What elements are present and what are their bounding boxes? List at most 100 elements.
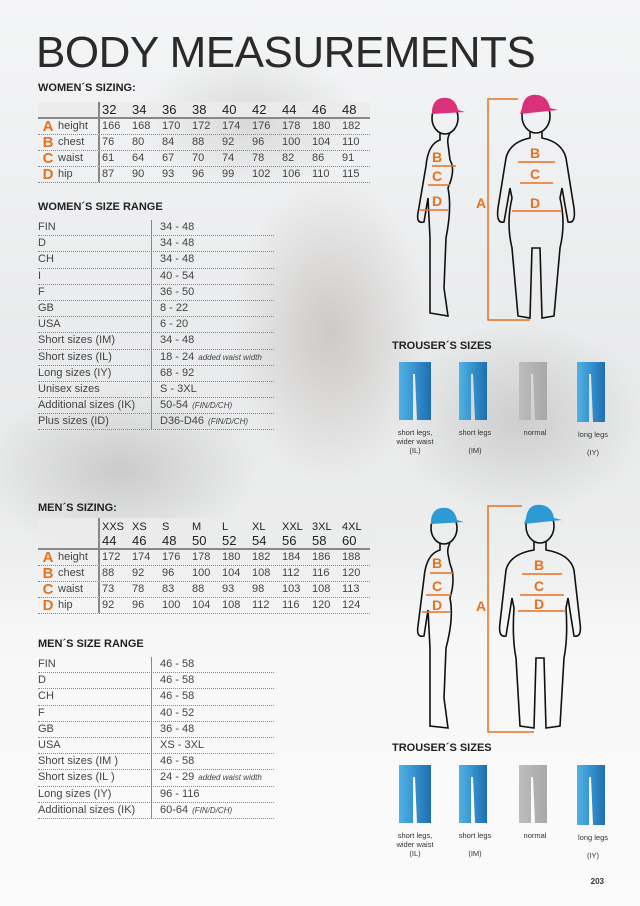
size-header: 40 [220, 102, 250, 117]
trousers-label: short legs (IM) [445, 831, 505, 858]
table-cell: 64 [132, 152, 145, 164]
trousers-shape [577, 362, 605, 422]
table-cell: 113 [342, 583, 360, 595]
range-value-cell: 46 - 58 [152, 754, 274, 769]
size-header: 3XL 58 [310, 518, 340, 548]
table-cell: 98 [252, 583, 265, 595]
size-number: 54 [252, 533, 267, 548]
size-number: 48 [342, 102, 357, 117]
range-value: XS - 3XL [160, 738, 205, 751]
range-value-cell: 40 - 54 [152, 269, 274, 284]
range-note: added waist width [198, 773, 262, 783]
trousers-code: (IY) [586, 448, 600, 457]
women-range-heading: WOMEN´S SIZE RANGE [38, 201, 163, 213]
range-row: Additional sizes (IK) 50-54 (FIN/D/CH) [38, 398, 274, 415]
range-key: Short sizes (IL ) [38, 770, 152, 786]
range-value: S - 3XL [160, 382, 197, 395]
range-row: USA XS - 3XL [38, 737, 274, 755]
table-cell: 120 [342, 567, 361, 579]
range-row: Short sizes (IM ) 46 - 58 [38, 754, 274, 771]
size-number: 34 [132, 102, 147, 117]
range-value: 34 - 48 [160, 334, 195, 347]
table-cell: 110 [342, 136, 360, 148]
range-value: 24 - 29 [160, 771, 195, 784]
table-cell: 168 [132, 120, 151, 132]
trousers-label: short legs, wider waist (IL) [385, 831, 445, 858]
size-header: S 48 [160, 518, 190, 548]
range-value: 40 - 52 [160, 706, 195, 719]
table-cell: 108 [312, 583, 331, 595]
size-header: 46 [310, 102, 340, 117]
women-front-label-d: D [530, 195, 540, 211]
measure-letter: A [42, 550, 54, 565]
women-side-label-d: D [432, 193, 442, 209]
trousers-name: normal [523, 831, 547, 840]
size-header: 42 [250, 102, 280, 117]
men-front-label-c: C [534, 578, 544, 594]
size-header: XXS 44 [100, 518, 130, 548]
range-value-cell: XS - 3XL [152, 738, 274, 753]
trousers-shape [459, 765, 487, 823]
trousers-1-icon [459, 362, 487, 420]
range-row: GB 8 - 22 [38, 300, 274, 318]
trousers-code: (IM) [468, 446, 482, 455]
table-cell: 90 [132, 168, 145, 180]
table-cell: 96 [162, 567, 175, 579]
range-value: 46 - 58 [160, 690, 195, 703]
men-trousers-heading: TROUSER´S SIZES [392, 742, 492, 754]
trousers-name: long legs [577, 430, 609, 439]
table-cell: 88 [192, 136, 205, 148]
header-blank [38, 102, 100, 117]
size-number: 50 [192, 533, 207, 548]
women-front-label-c: C [530, 166, 540, 182]
range-value: 96 - 116 [160, 787, 200, 800]
range-value: 46 - 58 [160, 658, 195, 670]
measure-letter: A [42, 119, 54, 134]
range-key: Short sizes (IL) [38, 349, 152, 365]
size-header: 34 [130, 102, 160, 117]
range-row: D 46 - 58 [38, 673, 274, 690]
table-cell: 180 [312, 120, 331, 132]
size-number: 32 [102, 102, 117, 117]
table-cell: 88 [192, 583, 205, 595]
men-range-heading: MEN´S SIZE RANGE [38, 638, 144, 650]
trousers-name: short legs, wider waist [396, 831, 434, 849]
range-key: Additional sizes (IK) [38, 802, 152, 818]
table-cell: 104 [222, 567, 241, 579]
range-value: 68 - 92 [160, 366, 195, 379]
table-cell: 172 [192, 120, 211, 132]
range-value: 34 - 48 [160, 237, 195, 250]
range-value-cell: 36 - 50 [152, 285, 274, 300]
range-key: Long sizes (IY) [38, 365, 152, 381]
measure-letter: C [42, 151, 54, 166]
range-row: Unisex sizes S - 3XL [38, 381, 274, 399]
table-cell: 182 [342, 120, 361, 132]
table-cell: 172 [102, 551, 121, 563]
range-value: 34 - 48 [160, 221, 195, 233]
women-side-label-c: C [432, 168, 442, 184]
table-cell: 108 [252, 567, 271, 579]
trousers-label: normal [505, 831, 565, 849]
men-side-cap-icon [431, 507, 464, 524]
size-number: 46 [132, 533, 147, 548]
table-cell: 78 [252, 152, 265, 164]
size-number: 60 [342, 533, 357, 548]
table-cell: 106 [282, 168, 301, 180]
table-cell: 184 [282, 551, 301, 563]
range-row: CH 46 - 58 [38, 689, 274, 706]
range-note: (FIN/D/CH) [192, 805, 233, 815]
table-cell: 92 [102, 599, 115, 611]
table-cell: 61 [102, 152, 115, 164]
size-letter: 3XL [312, 521, 332, 533]
table-cell: 78 [132, 583, 145, 595]
size-letter: M [192, 521, 202, 533]
range-value: 36 - 48 [160, 722, 195, 735]
range-value-cell: S - 3XL [152, 382, 274, 397]
table-cell: 70 [192, 152, 205, 164]
range-key: USA [38, 737, 152, 754]
